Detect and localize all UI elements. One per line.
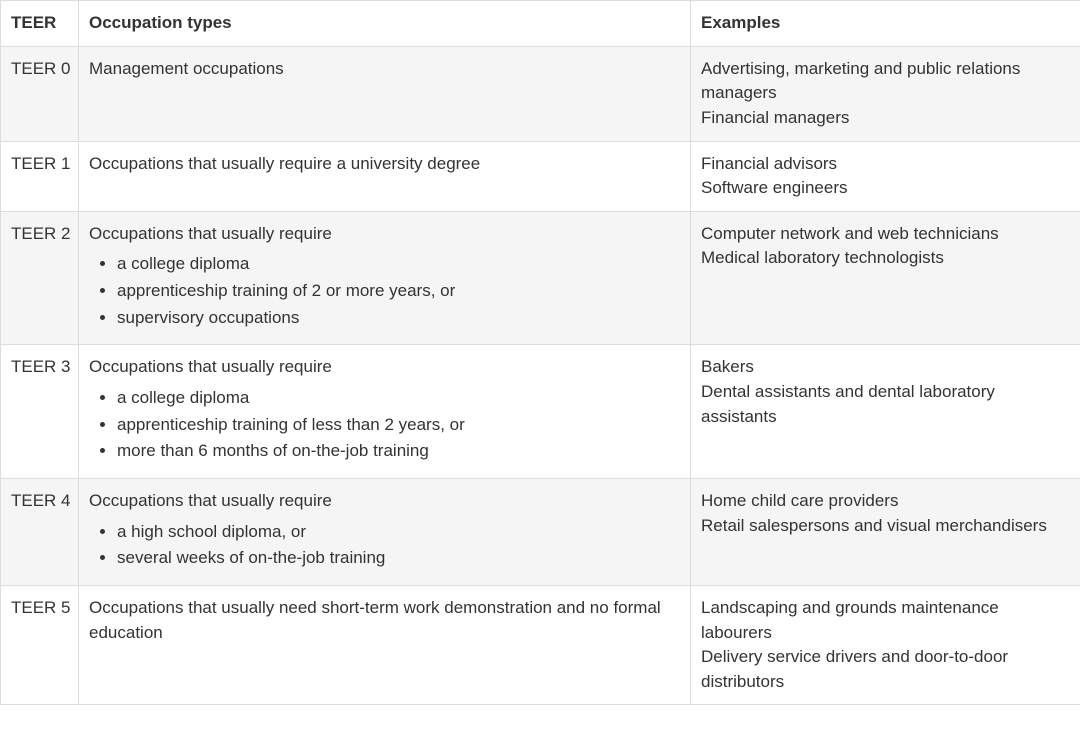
occupation-requirement-item: a college diploma (117, 252, 680, 277)
occupation-requirements-list: a high school diploma, orseveral weeks o… (89, 520, 680, 571)
examples-cell: Computer network and web techniciansMedi… (691, 211, 1080, 345)
examples-cell: Landscaping and grounds maintenance labo… (691, 585, 1080, 705)
occupation-intro: Occupations that usually need short-term… (89, 596, 680, 645)
occupation-intro: Occupations that usually require (89, 489, 680, 514)
example-item: Landscaping and grounds maintenance labo… (701, 596, 1070, 645)
occupation-types-cell: Occupations that usually require a colleg… (79, 345, 691, 479)
teer-cell: TEER 5 (1, 585, 79, 705)
occupation-intro: Occupations that usually require (89, 222, 680, 247)
example-item: Software engineers (701, 176, 1070, 201)
table-row: TEER 1 Occupations that usually require a… (1, 141, 1080, 211)
col-header-examples: Examples (691, 1, 1080, 47)
example-item: Delivery service drivers and door-to-doo… (701, 645, 1070, 694)
col-header-occupation-types: Occupation types (79, 1, 691, 47)
table-row: TEER 0 Management occupations Advertising,… (1, 46, 1080, 141)
examples-cell: Home child care providersRetail salesper… (691, 478, 1080, 585)
example-item: Financial managers (701, 106, 1070, 131)
occupation-requirement-item: several weeks of on-the-job training (117, 546, 680, 571)
occupation-types-cell: Management occupations (79, 46, 691, 141)
example-item: Bakers (701, 355, 1070, 380)
table-header-row: TEER Occupation types Examples (1, 1, 1080, 47)
table-container: TEER Occupation types Examples TEER 0 Man… (0, 0, 1080, 705)
example-item: Retail salespersons and visual merchandi… (701, 514, 1070, 539)
teer-table: TEER Occupation types Examples TEER 0 Man… (0, 0, 1080, 705)
table-row: TEER 5Occupations that usually need shor… (1, 585, 1080, 705)
example-item: Home child care providers (701, 489, 1070, 514)
occupation-types-cell: Occupations that usually require a unive… (79, 141, 691, 211)
occupation-intro: Management occupations (89, 57, 680, 82)
occupation-requirement-item: apprenticeship training of 2 or more yea… (117, 279, 680, 304)
example-item: Medical laboratory technologists (701, 246, 1070, 271)
table-row: TEER 4 Occupations that usually require a … (1, 478, 1080, 585)
teer-cell: TEER 0 (1, 46, 79, 141)
occupation-types-cell: Occupations that usually require a colleg… (79, 211, 691, 345)
occupation-requirements-list: a college diplomaapprenticeship training… (89, 386, 680, 464)
teer-cell: TEER 4 (1, 478, 79, 585)
occupation-intro: Occupations that usually require a unive… (89, 152, 680, 177)
examples-cell: Advertising, marketing and public relati… (691, 46, 1080, 141)
occupation-types-cell: Occupations that usually require a high s… (79, 478, 691, 585)
examples-cell: Financial advisorsSoftware engineers (691, 141, 1080, 211)
examples-cell: BakersDental assistants and dental labor… (691, 345, 1080, 479)
occupation-requirement-item: a high school diploma, or (117, 520, 680, 545)
occupation-requirement-item: apprenticeship training of less than 2 y… (117, 413, 680, 438)
teer-cell: TEER 2 (1, 211, 79, 345)
table-body: TEER 0 Management occupations Advertising,… (1, 46, 1080, 705)
occupation-types-cell: Occupations that usually need short-term… (79, 585, 691, 705)
occupation-requirement-item: a college diploma (117, 386, 680, 411)
occupation-intro: Occupations that usually require (89, 355, 680, 380)
example-item: Dental assistants and dental laboratory … (701, 380, 1070, 429)
occupation-requirements-list: a college diplomaapprenticeship training… (89, 252, 680, 330)
table-row: TEER 3 Occupations that usually require a … (1, 345, 1080, 479)
example-item: Financial advisors (701, 152, 1070, 177)
occupation-requirement-item: supervisory occupations (117, 306, 680, 331)
table-row: TEER 2 Occupations that usually require a … (1, 211, 1080, 345)
example-item: Computer network and web technicians (701, 222, 1070, 247)
teer-cell: TEER 1 (1, 141, 79, 211)
teer-cell: TEER 3 (1, 345, 79, 479)
example-item: Advertising, marketing and public relati… (701, 57, 1070, 106)
col-header-teer: TEER (1, 1, 79, 47)
occupation-requirement-item: more than 6 months of on-the-job trainin… (117, 439, 680, 464)
